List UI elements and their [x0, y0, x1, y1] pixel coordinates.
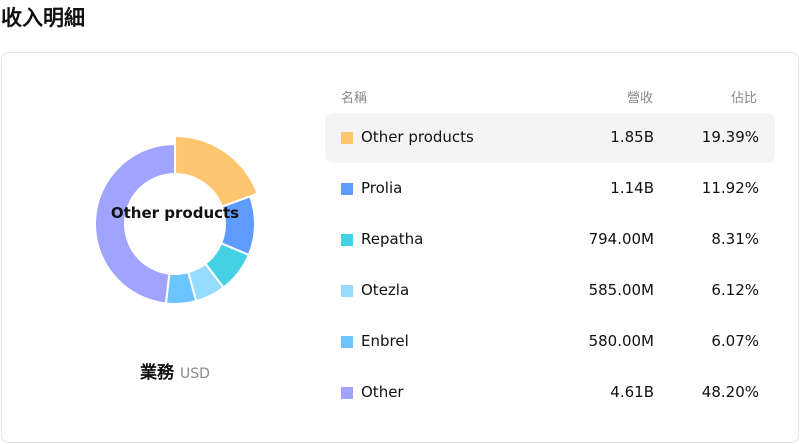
- donut-center-label: Other products: [110, 204, 240, 222]
- row-revenue: 4.61B: [610, 383, 654, 401]
- legend-swatch: [341, 183, 353, 195]
- row-name: Enbrel: [361, 332, 409, 350]
- table-row[interactable]: Other 4.61B 48.20%: [325, 368, 775, 418]
- legend-swatch: [341, 336, 353, 348]
- row-share: 6.07%: [711, 332, 759, 350]
- row-revenue: 580.00M: [588, 332, 654, 350]
- row-share: 48.20%: [701, 383, 759, 401]
- row-revenue: 1.14B: [610, 179, 654, 197]
- table-row[interactable]: Repatha 794.00M 8.31%: [325, 215, 775, 265]
- row-name: Other products: [361, 128, 474, 146]
- row-share: 19.39%: [701, 128, 759, 146]
- legend-swatch: [341, 132, 353, 144]
- row-share: 8.31%: [711, 230, 759, 248]
- row-name: Prolia: [361, 179, 403, 197]
- row-name: Repatha: [361, 230, 424, 248]
- header-revenue: 營收: [627, 91, 654, 106]
- revenue-breakdown-card: [1, 52, 799, 443]
- donut-slice-other-products[interactable]: [174, 134, 259, 209]
- legend-swatch: [341, 234, 353, 246]
- header-name: 名稱: [341, 91, 368, 106]
- currency-label: USD: [180, 366, 210, 382]
- row-name: Otezla: [361, 281, 410, 299]
- row-share: 11.92%: [701, 179, 759, 197]
- segment-label: 業務: [140, 363, 175, 383]
- legend-swatch: [341, 387, 353, 399]
- header-share: 佔比: [731, 91, 758, 106]
- donut-chart: [94, 134, 259, 305]
- table-row[interactable]: Other products 1.85B 19.39%: [325, 113, 775, 163]
- table-row[interactable]: Otezla 585.00M 6.12%: [325, 266, 775, 316]
- table-row[interactable]: Enbrel 580.00M 6.07%: [325, 317, 775, 367]
- row-revenue: 1.85B: [610, 128, 654, 146]
- row-revenue: 585.00M: [588, 281, 654, 299]
- table-row[interactable]: Prolia 1.14B 11.92%: [325, 164, 775, 214]
- donut-slice-other[interactable]: [94, 142, 177, 305]
- chart-caption: 業務 USD: [0, 358, 350, 383]
- row-name: Other: [361, 383, 404, 401]
- row-revenue: 794.00M: [588, 230, 654, 248]
- row-share: 6.12%: [711, 281, 759, 299]
- legend-swatch: [341, 285, 353, 297]
- page-title: 收入明細: [1, 6, 85, 30]
